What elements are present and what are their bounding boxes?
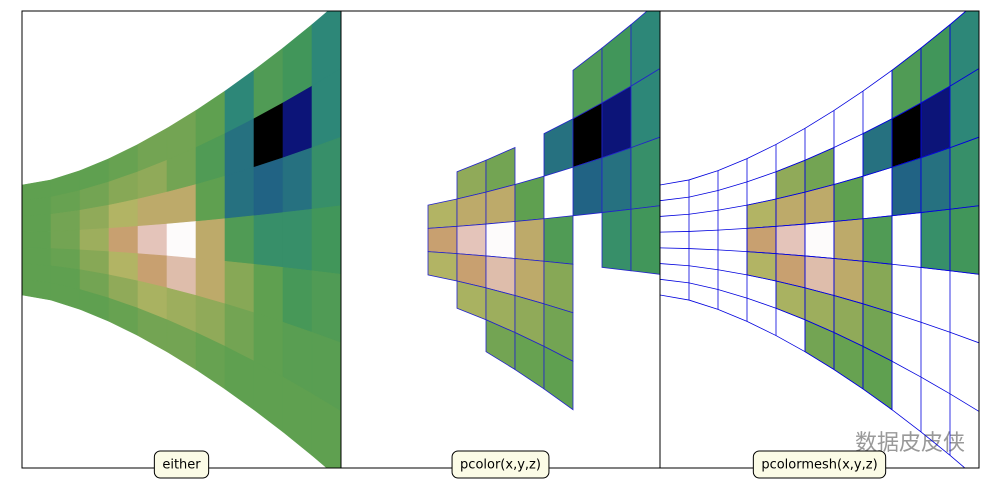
cell — [224, 215, 255, 265]
panel — [22, 11, 341, 468]
cell — [22, 278, 52, 301]
mesh-line — [660, 263, 979, 344]
cell — [514, 218, 545, 262]
cell — [920, 208, 951, 272]
cell — [630, 11, 660, 87]
cell — [253, 157, 284, 217]
cell — [543, 215, 574, 265]
cell — [311, 393, 341, 468]
cell — [804, 221, 835, 259]
mesh-line — [660, 294, 966, 468]
cell — [166, 221, 197, 259]
cell — [253, 263, 284, 323]
cell — [746, 198, 777, 229]
cell — [427, 198, 458, 229]
cell — [601, 147, 632, 214]
mesh-line — [660, 205, 979, 233]
cell — [50, 229, 81, 251]
cell — [630, 205, 660, 275]
cell — [282, 147, 313, 213]
cell — [456, 223, 487, 257]
cell — [543, 118, 574, 177]
cell — [50, 209, 81, 232]
cell — [282, 267, 313, 333]
cell — [833, 218, 864, 262]
cell — [485, 221, 516, 259]
cell — [311, 68, 341, 149]
cell — [22, 247, 52, 267]
label-box — [752, 450, 887, 479]
cell — [543, 345, 574, 411]
mesh-line — [660, 11, 967, 186]
cell — [195, 175, 226, 222]
cell — [108, 226, 139, 254]
panel — [660, 11, 979, 468]
cell — [311, 11, 341, 87]
cell — [195, 218, 226, 262]
cell — [282, 208, 313, 272]
cell — [311, 270, 341, 344]
cell — [630, 136, 660, 210]
cell — [22, 196, 52, 217]
cell — [514, 175, 545, 222]
cell — [920, 147, 951, 214]
cell — [456, 280, 487, 321]
panel — [427, 11, 660, 411]
mesh-line — [660, 278, 979, 412]
panel-label: either — [162, 458, 201, 473]
cell — [949, 136, 979, 210]
cell — [253, 212, 284, 268]
cell — [311, 136, 341, 210]
cell — [79, 228, 110, 252]
panel-label: pcolormesh(x,y,z) — [761, 458, 877, 473]
mesh-line — [660, 247, 979, 275]
cell — [22, 231, 52, 249]
cell — [746, 251, 777, 282]
cell — [224, 166, 255, 220]
cell — [427, 251, 458, 282]
cell — [630, 68, 660, 149]
cell — [427, 225, 458, 255]
cell — [862, 118, 893, 177]
panel-label: pcolor(x,y,z) — [460, 458, 541, 473]
cell — [22, 213, 52, 233]
cell — [572, 157, 603, 217]
mesh-line — [660, 136, 979, 217]
cell — [862, 215, 893, 265]
cell — [746, 225, 777, 255]
cell — [601, 208, 632, 272]
cell — [949, 205, 979, 275]
mesh-line — [660, 68, 979, 202]
cell — [137, 223, 168, 257]
cell — [311, 331, 341, 412]
label-box — [451, 450, 550, 479]
label-box — [153, 450, 210, 479]
cell — [891, 157, 922, 217]
cell — [775, 223, 806, 257]
cell — [311, 205, 341, 275]
